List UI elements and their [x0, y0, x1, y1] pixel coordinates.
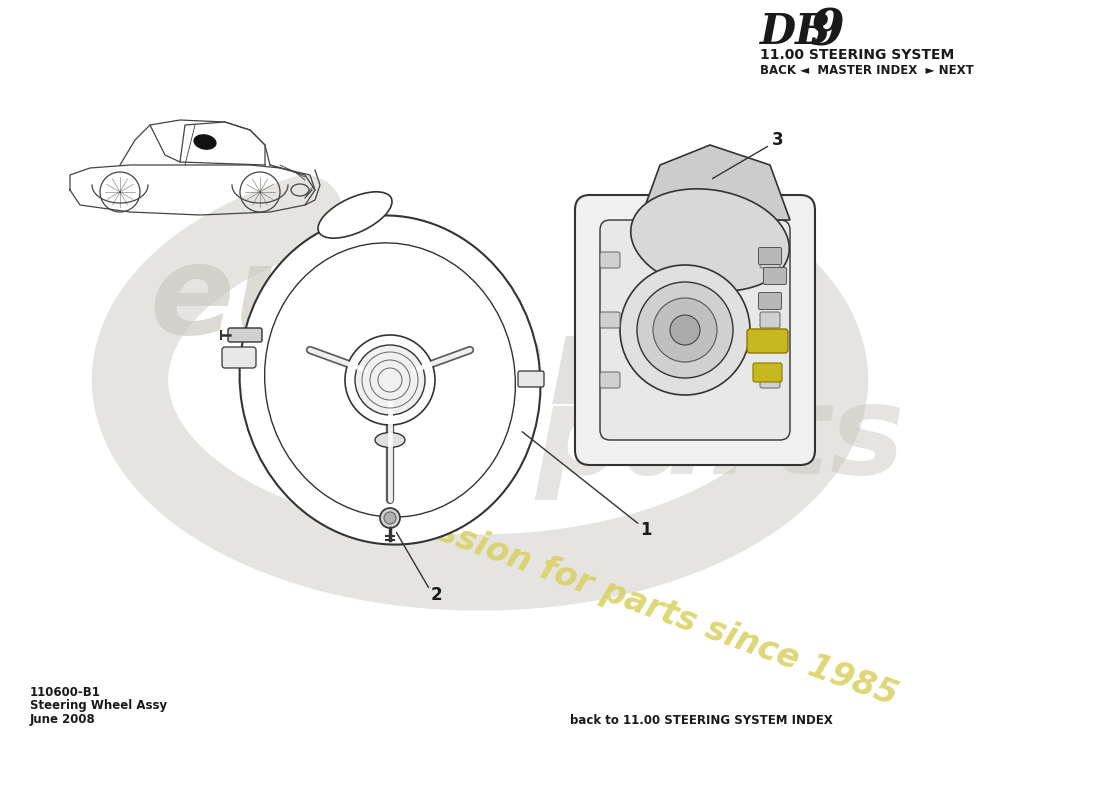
- FancyBboxPatch shape: [747, 329, 788, 353]
- Text: 11.00 STEERING SYSTEM: 11.00 STEERING SYSTEM: [760, 48, 955, 62]
- Ellipse shape: [240, 215, 540, 545]
- Text: BACK ◄  MASTER INDEX  ► NEXT: BACK ◄ MASTER INDEX ► NEXT: [760, 63, 974, 77]
- FancyBboxPatch shape: [754, 363, 782, 382]
- Text: DB: DB: [760, 11, 832, 53]
- FancyBboxPatch shape: [760, 372, 780, 388]
- Text: 2: 2: [430, 586, 442, 604]
- Text: 9: 9: [810, 7, 845, 57]
- FancyBboxPatch shape: [228, 328, 262, 342]
- FancyBboxPatch shape: [760, 252, 780, 268]
- Text: June 2008: June 2008: [30, 714, 96, 726]
- Polygon shape: [640, 145, 790, 220]
- FancyBboxPatch shape: [600, 252, 620, 268]
- Circle shape: [653, 298, 717, 362]
- FancyBboxPatch shape: [600, 220, 790, 440]
- Circle shape: [345, 335, 434, 425]
- FancyBboxPatch shape: [763, 267, 786, 285]
- Text: 3: 3: [772, 131, 784, 149]
- Circle shape: [670, 315, 700, 345]
- Text: euro: euro: [150, 239, 471, 361]
- Text: 110600-B1: 110600-B1: [30, 686, 101, 698]
- Circle shape: [620, 265, 750, 395]
- Text: car: car: [389, 310, 610, 430]
- Ellipse shape: [318, 192, 392, 238]
- Text: parts: parts: [536, 379, 905, 501]
- FancyBboxPatch shape: [759, 293, 781, 310]
- FancyBboxPatch shape: [518, 371, 544, 387]
- FancyBboxPatch shape: [600, 312, 620, 328]
- FancyBboxPatch shape: [600, 372, 620, 388]
- Text: 1: 1: [640, 521, 651, 539]
- Text: a passion for parts since 1985: a passion for parts since 1985: [358, 487, 902, 713]
- Ellipse shape: [630, 189, 790, 291]
- Circle shape: [384, 512, 396, 524]
- FancyBboxPatch shape: [222, 347, 256, 368]
- Circle shape: [355, 345, 425, 415]
- Text: Steering Wheel Assy: Steering Wheel Assy: [30, 699, 167, 713]
- Ellipse shape: [194, 135, 216, 149]
- Circle shape: [379, 508, 400, 528]
- Ellipse shape: [265, 243, 516, 517]
- FancyBboxPatch shape: [575, 195, 815, 465]
- Ellipse shape: [375, 433, 405, 447]
- Text: back to 11.00 STEERING SYSTEM INDEX: back to 11.00 STEERING SYSTEM INDEX: [570, 714, 833, 726]
- Circle shape: [637, 282, 733, 378]
- FancyBboxPatch shape: [760, 312, 780, 328]
- FancyBboxPatch shape: [759, 247, 781, 265]
